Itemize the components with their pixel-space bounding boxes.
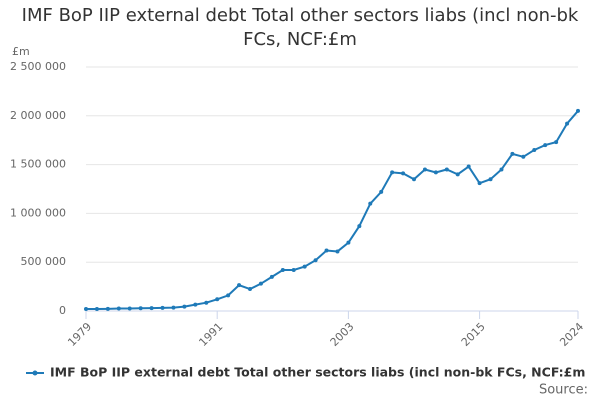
point <box>324 248 329 253</box>
y-axis-label: £m <box>12 45 30 58</box>
point <box>248 287 252 292</box>
chart-title: IMF BoP IIP external debt Total other se… <box>21 5 579 50</box>
y-tick-label: 0 <box>59 304 66 317</box>
point <box>576 108 580 113</box>
point <box>510 151 515 156</box>
x-tick-label: 2003 <box>328 320 357 349</box>
point <box>204 300 209 305</box>
point <box>313 258 318 263</box>
point <box>368 201 373 206</box>
point <box>390 170 395 175</box>
point <box>554 140 559 145</box>
x-tick-label: 2024 <box>557 320 586 349</box>
point <box>499 167 504 172</box>
point <box>412 177 416 182</box>
point <box>291 268 296 273</box>
point <box>543 143 548 148</box>
point <box>466 164 471 169</box>
y-tick-label: 1 000 000 <box>10 206 66 219</box>
point <box>182 304 187 309</box>
y-tick-label: 2 000 000 <box>10 109 66 122</box>
point <box>565 121 570 126</box>
series-line <box>86 110 579 311</box>
legend-marker <box>32 370 38 376</box>
point <box>149 306 154 311</box>
point <box>258 281 263 286</box>
point <box>84 307 88 312</box>
point <box>193 302 198 307</box>
point <box>444 167 449 172</box>
point <box>335 249 340 254</box>
point <box>488 177 493 182</box>
point <box>401 171 406 176</box>
point <box>422 167 427 172</box>
point <box>477 181 482 186</box>
x-tick-label: 2015 <box>459 320 488 349</box>
point <box>379 189 384 194</box>
point <box>269 274 274 279</box>
point <box>280 268 285 273</box>
x-tick-label: 1991 <box>196 320 225 349</box>
point <box>138 306 143 311</box>
point <box>532 147 537 152</box>
point <box>127 306 132 311</box>
y-tick-label: 2 500 000 <box>10 60 66 73</box>
point <box>521 154 526 159</box>
legend-label: IMF BoP IIP external debt Total other se… <box>50 365 585 380</box>
point <box>94 307 99 312</box>
point <box>105 306 110 311</box>
point <box>160 305 165 310</box>
point <box>215 297 220 302</box>
point <box>433 170 438 175</box>
point <box>171 305 176 310</box>
point <box>237 283 242 288</box>
y-tick-label: 1 500 000 <box>10 158 66 171</box>
point <box>346 240 351 245</box>
point <box>357 224 362 229</box>
y-tick-label: 500 000 <box>21 255 67 268</box>
point <box>455 172 460 177</box>
source: Source: <box>539 383 588 398</box>
point <box>116 306 121 311</box>
point <box>226 293 231 298</box>
x-tick-label: 1979 <box>65 320 94 349</box>
point <box>302 264 307 269</box>
